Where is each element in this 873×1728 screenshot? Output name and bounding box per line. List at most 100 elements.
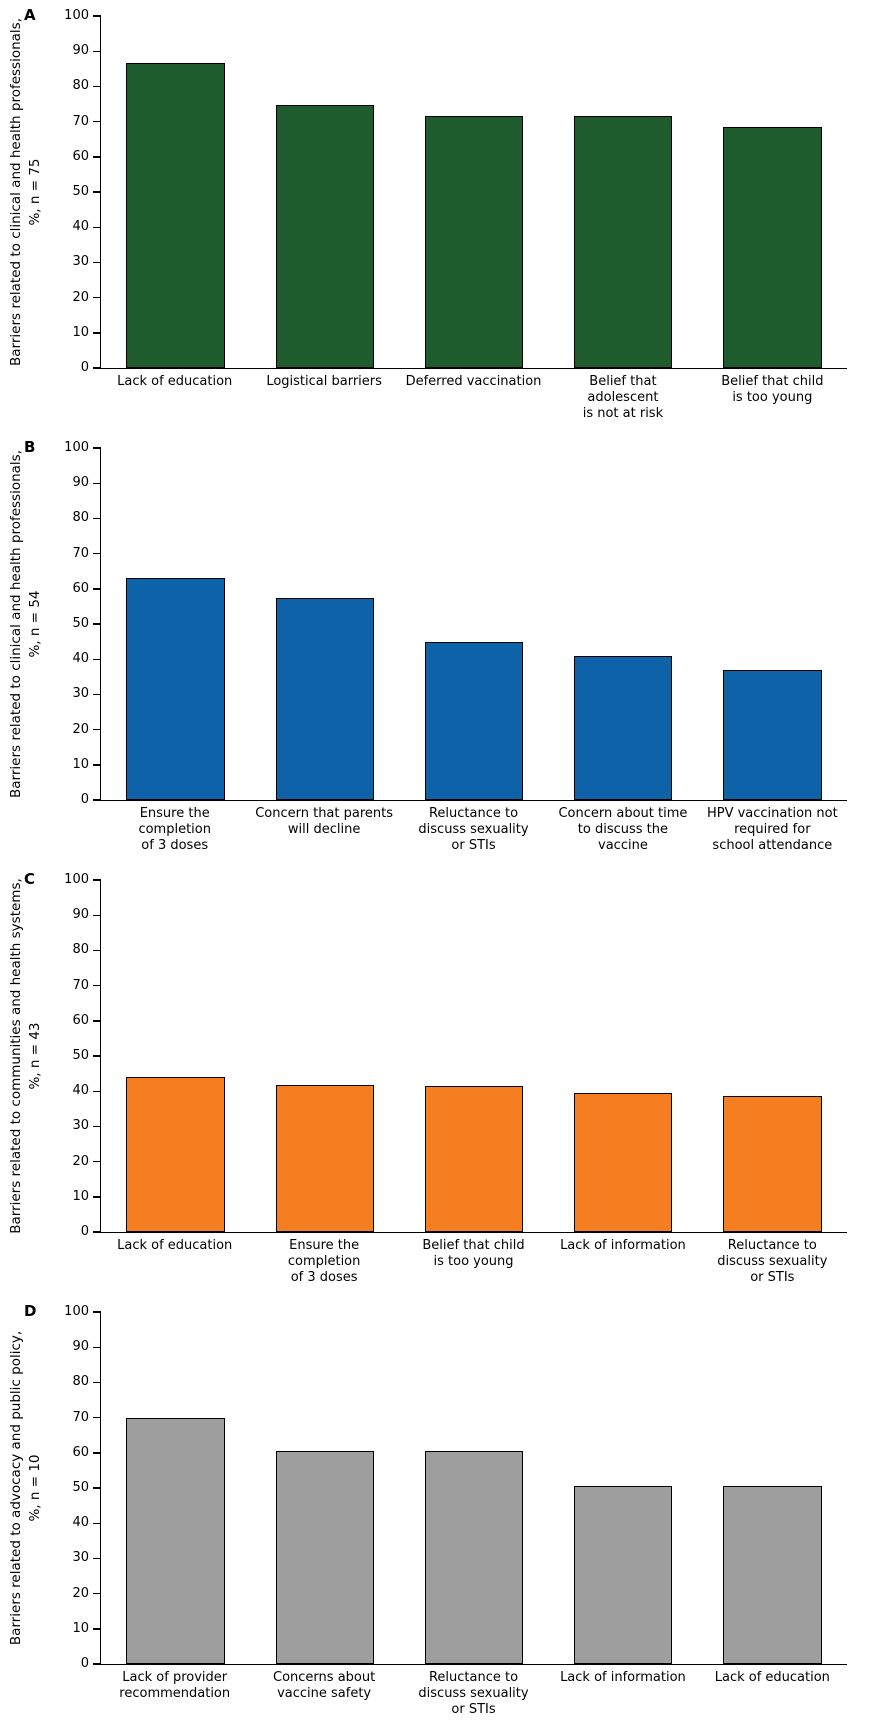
bar-slot [101, 16, 250, 368]
bar [126, 62, 225, 368]
y-tick-mark [93, 552, 101, 555]
y-tick-label: 70 [72, 1409, 89, 1425]
y-tick-label: 40 [72, 1515, 89, 1531]
y-tick-mark [93, 984, 101, 987]
y-tick-mark [93, 1311, 101, 1313]
bar-slot [399, 1312, 548, 1664]
y-tick-label: 20 [72, 1153, 89, 1169]
bar [573, 1486, 673, 1664]
y-tick-mark [93, 914, 101, 916]
y-axis-title-line1: Barriers related to clinical and health … [8, 449, 25, 799]
y-tick-label: 80 [72, 1374, 89, 1390]
y-tick-label: 60 [72, 580, 89, 596]
y-tick-mark [93, 879, 101, 881]
y-tick-mark [93, 1452, 101, 1454]
x-category-label: Lack of provider recommendation [119, 1670, 231, 1701]
bar [424, 116, 524, 368]
bar [723, 669, 822, 800]
x-category-label: Lack of education [714, 1670, 830, 1685]
y-tick-mark [93, 296, 101, 299]
y-tick-mark [93, 120, 101, 123]
chart-panel-a: A Barriers related to clinical and healt… [0, 0, 873, 432]
chart-panel-c: C Barriers related to communities and he… [0, 864, 873, 1296]
y-axis-title: Barriers related to clinical and health … [0, 16, 52, 368]
bar [275, 1084, 375, 1232]
y-tick-label: 30 [72, 686, 89, 702]
y-tick-label: 0 [80, 792, 89, 807]
bar [723, 1486, 822, 1664]
y-tick-mark [93, 261, 101, 264]
chart-panel-d: D Barriers related to advocacy and publi… [0, 1296, 873, 1728]
bars-group [101, 448, 847, 800]
y-tick-mark [93, 1090, 101, 1092]
y-tick-label: 100 [64, 440, 89, 455]
y-tick-label: 20 [72, 289, 89, 305]
bar-slot [399, 448, 548, 800]
x-category-label: Lack of education [117, 1238, 233, 1253]
bar-slot [549, 1312, 698, 1664]
plot-area: 0 10 20 30 40 50 60 70 80 90 100 [64, 872, 847, 1239]
y-tick-mark [93, 447, 101, 449]
y-tick-mark [93, 191, 101, 193]
y-tick-label: 10 [72, 324, 89, 340]
y-tick-label: 10 [72, 1188, 89, 1204]
y-tick-label: 10 [72, 756, 89, 772]
y-tick-mark [93, 1020, 101, 1022]
bar-slot [250, 16, 399, 368]
y-axis-title-line1: Barriers related to clinical and health … [8, 17, 25, 367]
y-tick-mark [93, 1196, 101, 1198]
y-tick-label: 0 [80, 1224, 89, 1239]
bar [275, 1451, 375, 1664]
y-tick-label: 50 [72, 184, 89, 199]
y-tick-label: 100 [64, 8, 89, 23]
y-tick-mark [93, 1522, 101, 1524]
bar-slot [250, 880, 399, 1232]
bar-slot [698, 880, 847, 1232]
panel-letter: C [24, 870, 36, 888]
y-tick-label: 10 [72, 1620, 89, 1636]
bar [126, 1417, 225, 1664]
bars-group [101, 16, 847, 368]
panel-letter: D [24, 1302, 37, 1320]
bar [723, 127, 822, 368]
y-tick-label: 90 [72, 1339, 89, 1355]
x-axis-labels: Ensure the completion of 3 doses Concern … [100, 806, 847, 854]
y-tick-label: 0 [80, 1656, 89, 1671]
y-tick-mark [93, 1055, 101, 1057]
y-tick-label: 80 [72, 942, 89, 958]
panel-letter: A [24, 6, 36, 24]
y-tick-mark [93, 1628, 101, 1630]
bar [424, 641, 524, 800]
x-axis-labels: Lack of education Ensure the completion o… [100, 1238, 847, 1286]
y-tick-mark [93, 156, 101, 158]
y-tick-mark [93, 658, 101, 660]
plot-area: 0 10 20 30 40 50 60 70 80 90 100 [64, 1304, 847, 1671]
bars-group [101, 1312, 847, 1664]
bar-slot [698, 16, 847, 368]
y-tick-label: 40 [72, 651, 89, 667]
bar [275, 597, 375, 800]
y-tick-label: 90 [72, 43, 89, 59]
plot-area: 0 10 20 30 40 50 60 70 80 90 100 [64, 440, 847, 807]
x-axis-labels: Lack of education Logistical barriers Defe… [100, 374, 847, 422]
y-tick-mark [93, 517, 101, 520]
plot-area: 0 10 20 30 40 50 60 70 80 90 100 [64, 8, 847, 375]
bar [126, 578, 225, 800]
bar-slot [101, 880, 250, 1232]
y-tick-mark [93, 693, 101, 696]
y-tick-mark [93, 1381, 101, 1384]
bar-slot [549, 448, 698, 800]
x-category-label: Concerns about vaccine safety [273, 1670, 376, 1701]
bars-group [101, 880, 847, 1232]
y-tick-label: 100 [64, 1304, 89, 1319]
y-tick-label: 60 [72, 1012, 89, 1028]
bar-slot [399, 880, 548, 1232]
y-tick-label: 30 [72, 1118, 89, 1134]
x-category-label: Belief that child is too young [721, 374, 824, 405]
y-tick-label: 80 [72, 78, 89, 94]
y-tick-label: 30 [72, 1550, 89, 1566]
y-tick-label: 60 [72, 1444, 89, 1460]
y-tick-mark [93, 764, 101, 766]
y-axis-title: Barriers related to communities and heal… [0, 878, 52, 1234]
